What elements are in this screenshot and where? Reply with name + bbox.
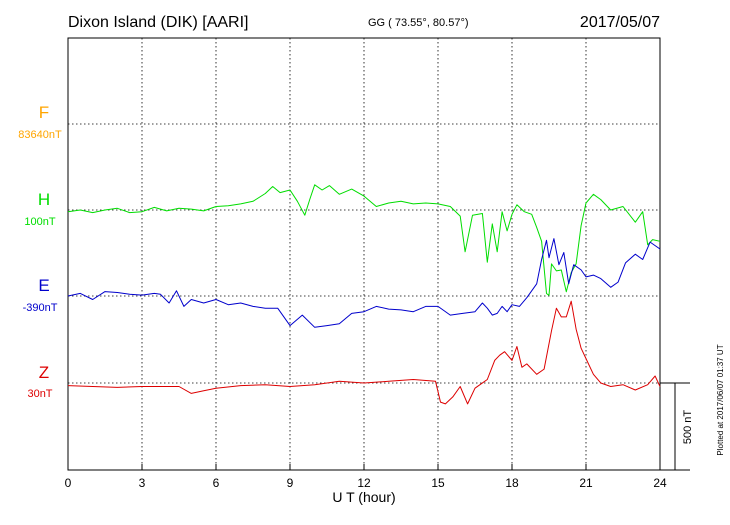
date-label: 2017/05/07 — [580, 14, 660, 31]
grid-layer — [68, 38, 660, 470]
channel-baseline-f: 83640nT — [18, 129, 62, 141]
series-layer — [67, 184, 661, 405]
channel-label-f: F — [39, 103, 49, 122]
x-tick-label: 12 — [357, 476, 371, 490]
x-tick-label: 9 — [287, 476, 294, 490]
series-line-h — [67, 184, 661, 296]
x-tick-label: 18 — [505, 476, 519, 490]
x-tick-label: 3 — [139, 476, 146, 490]
station-coordinates: GG ( 73.55°, 80.57°) — [368, 17, 469, 29]
x-tick-label: 0 — [65, 476, 72, 490]
channel-baseline-h: 100nT — [24, 216, 55, 228]
x-tick-label: 24 — [653, 476, 667, 490]
x-tick-label: 15 — [431, 476, 445, 490]
station-title: Dixon Island (DIK) [AARI] — [68, 14, 249, 31]
x-axis-ticks: 0 3 6 9 12 15 18 21 24 — [65, 464, 667, 490]
x-tick-label: 6 — [213, 476, 220, 490]
scale-bar-label: 500 nT — [682, 410, 694, 445]
channel-label-h: H — [38, 190, 50, 209]
plotted-timestamp: Plotted at 2017/06/07 01:37 UT — [716, 344, 725, 455]
channel-label-z: Z — [39, 363, 49, 382]
series-line-e — [67, 238, 661, 328]
channel-baseline-z: 30nT — [27, 388, 52, 400]
x-axis-title: U T (hour) — [332, 489, 395, 505]
channel-baseline-e: -390nT — [23, 302, 58, 314]
channel-label-e: E — [38, 276, 49, 295]
channel-labels: F 83640nT H 100nT E -390nT Z 30nT — [18, 103, 62, 400]
scale-bar: 500 nT — [660, 382, 694, 471]
x-tick-label: 21 — [579, 476, 593, 490]
series-line-z — [67, 300, 661, 405]
